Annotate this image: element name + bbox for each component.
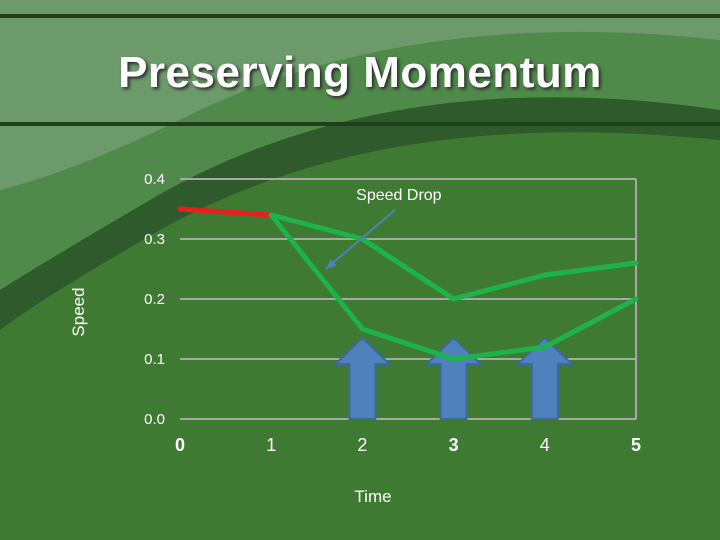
y-tick-label: 0.3	[144, 231, 165, 248]
x-tick-label: 0	[175, 435, 185, 455]
light-band	[0, 0, 720, 190]
push-arrow-1	[332, 336, 392, 420]
y-tick-label: 0.2	[144, 291, 165, 308]
y-axis-label: Speed	[69, 287, 88, 336]
y-tick-label: 0.0	[144, 411, 165, 428]
annotation-arrow-head	[325, 259, 337, 269]
x-tick-label: 4	[540, 435, 550, 455]
annotation-layer: Speed Drop	[325, 187, 442, 270]
annotation-label: Speed Drop	[356, 187, 441, 204]
push-arrow-layer	[332, 336, 575, 420]
x-tick-label: 2	[357, 435, 367, 455]
x-axis-label: Time	[354, 487, 391, 506]
push-arrow-2	[424, 336, 484, 420]
annotation-arrow-line	[325, 209, 396, 270]
series-line-2	[268, 212, 639, 302]
y-tick-label: 0.1	[144, 351, 165, 368]
series-line-3	[268, 212, 639, 362]
push-arrow-3	[515, 336, 575, 420]
y-tick-label: 0.4	[144, 171, 165, 188]
x-tick-label: 3	[449, 435, 459, 455]
top-rule	[0, 14, 720, 18]
tick-layer: 0.0 0.1 0.2 0.3 0.4 0 1 2 3 4 5	[144, 171, 641, 455]
x-tick-label: 5	[631, 435, 641, 455]
x-tick-label: 1	[266, 435, 276, 455]
series-line-1	[177, 206, 274, 218]
series-layer	[177, 206, 639, 362]
title-rule	[0, 122, 720, 126]
slide-title: Preserving Momentum	[118, 48, 602, 97]
